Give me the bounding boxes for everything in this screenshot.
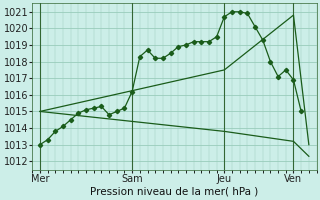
X-axis label: Pression niveau de la mer( hPa ): Pression niveau de la mer( hPa ): [90, 187, 259, 197]
